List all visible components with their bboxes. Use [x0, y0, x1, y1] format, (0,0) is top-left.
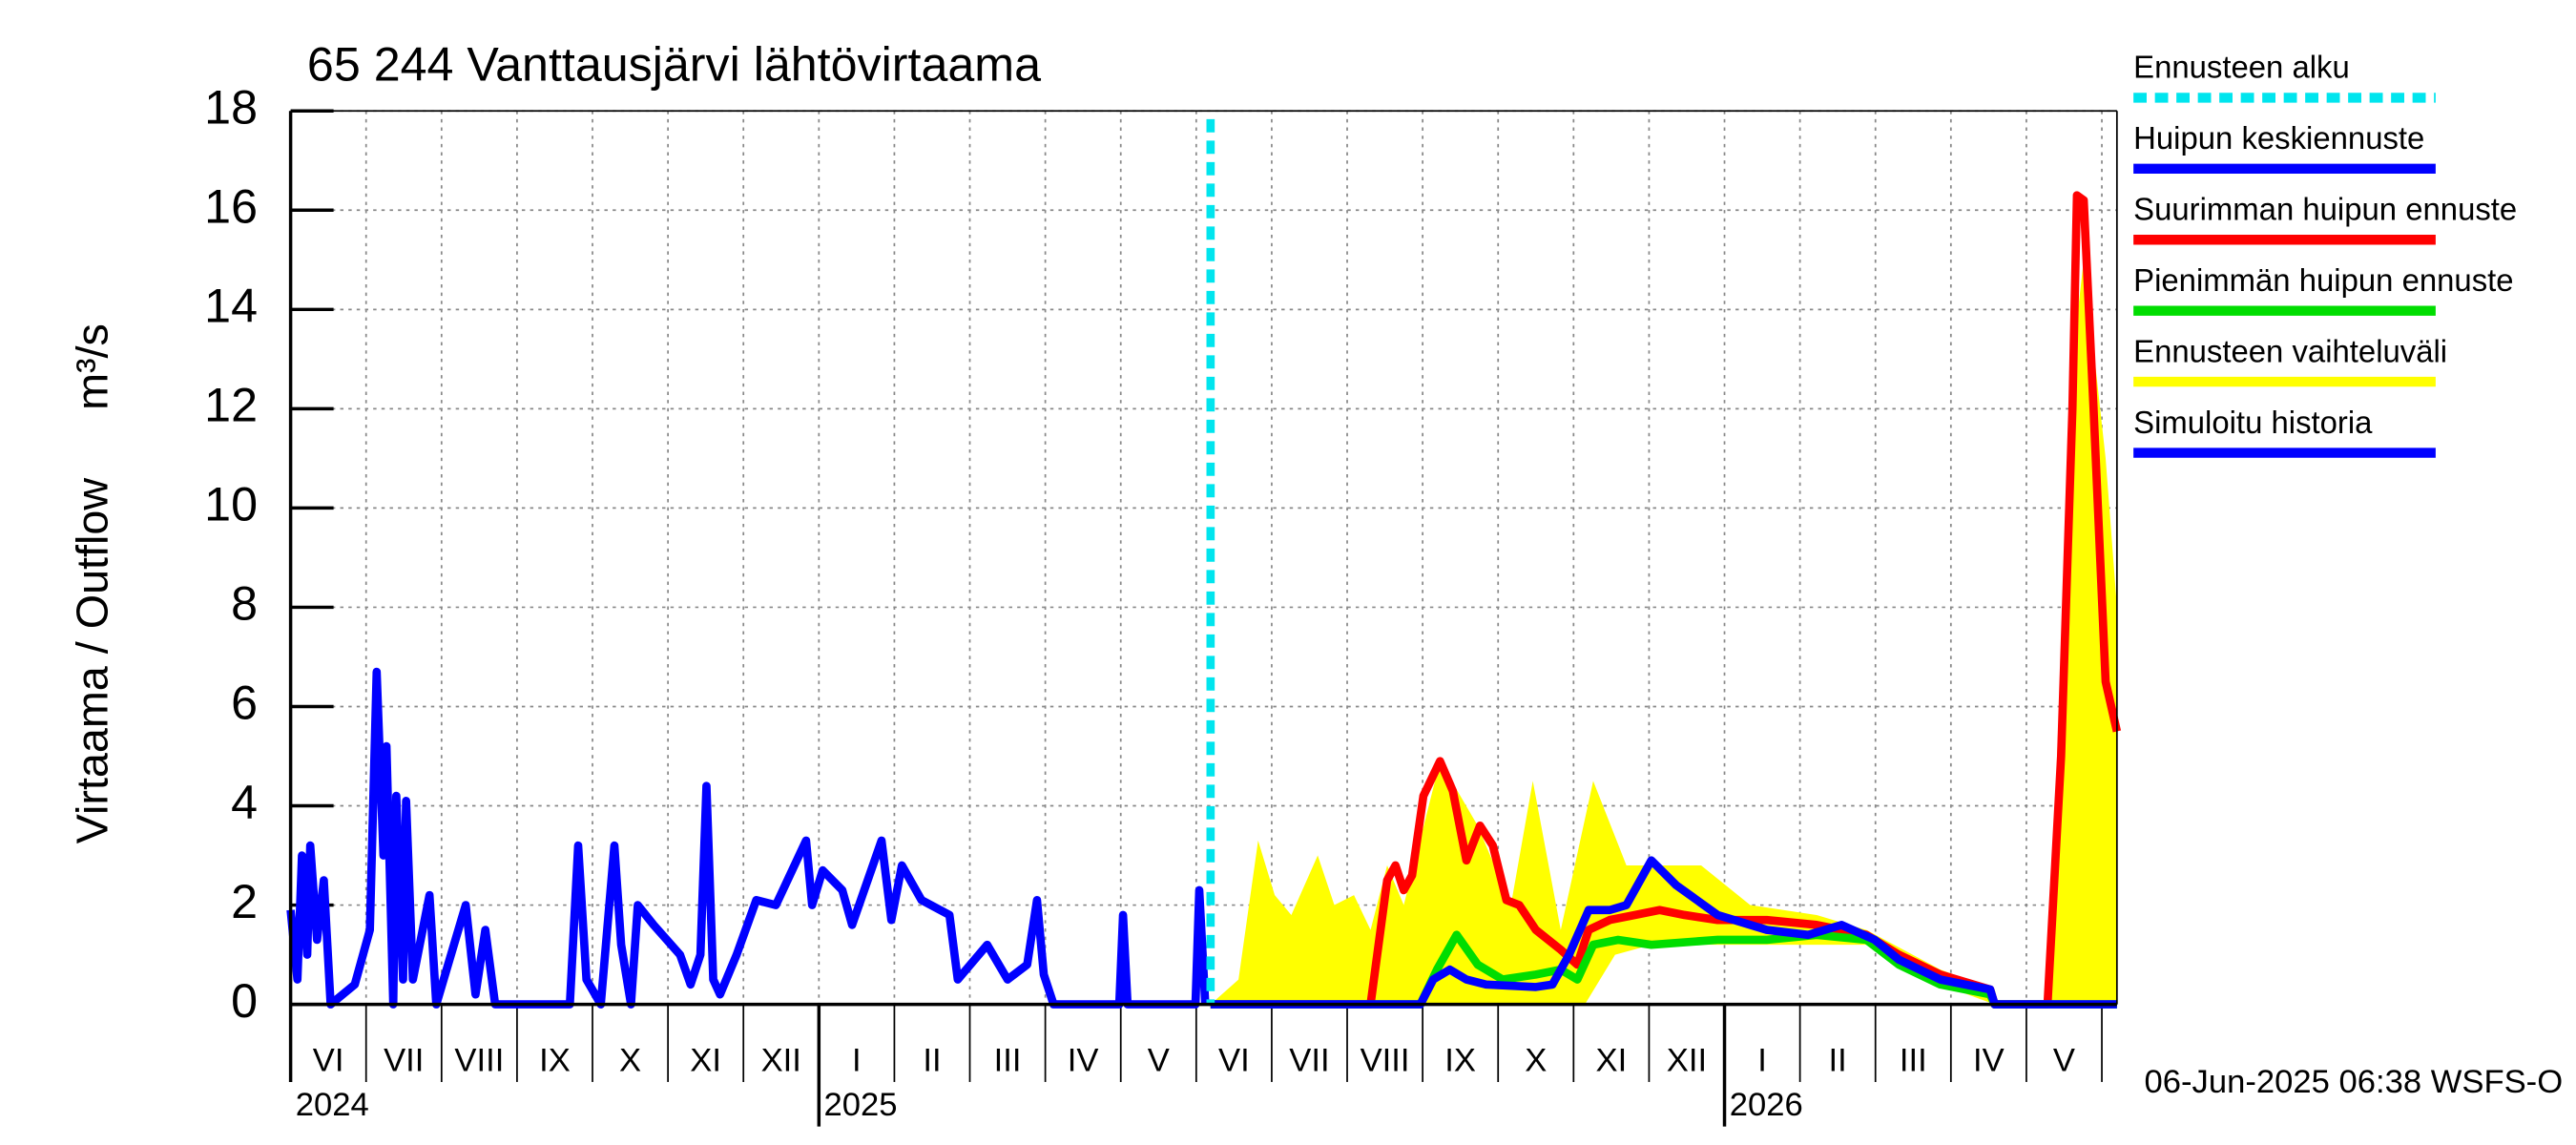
y-tick-label: 6 [231, 677, 258, 730]
series-line [286, 667, 1210, 1009]
timestamp: 06-Jun-2025 06:38 WSFS-O [2145, 1064, 2564, 1100]
month-label: VIII [1361, 1042, 1410, 1078]
month-label: I [1757, 1042, 1767, 1078]
month-label: V [2053, 1042, 2075, 1078]
month-label: VIII [454, 1042, 504, 1078]
month-label: II [923, 1042, 941, 1078]
legend-label: Ennusteen vaihteluväli [2133, 333, 2447, 368]
y-axis-unit: m³/s [68, 323, 117, 410]
y-tick-label: 14 [204, 280, 258, 333]
y-tick-label: 4 [231, 776, 258, 829]
year-label: 2025 [824, 1087, 898, 1123]
year-label: 2024 [296, 1087, 369, 1123]
month-label: XI [690, 1042, 721, 1078]
month-label: XII [761, 1042, 801, 1078]
y-tick-label: 12 [204, 379, 258, 432]
year-label: 2026 [1730, 1087, 1803, 1123]
y-tick-label: 8 [231, 577, 258, 631]
y-tick-label: 18 [204, 81, 258, 135]
legend-label: Simuloitu historia [2133, 405, 2373, 440]
month-label: IX [539, 1042, 571, 1078]
month-label: III [1900, 1042, 1927, 1078]
month-label: X [1525, 1042, 1547, 1078]
legend-label: Pienimmän huipun ennuste [2133, 262, 2513, 298]
legend-label: Suurimman huipun ennuste [2133, 192, 2517, 227]
legend-label: Huipun keskiennuste [2133, 120, 2424, 156]
month-label: VII [384, 1042, 424, 1078]
y-tick-label: 2 [231, 875, 258, 928]
month-label: V [1148, 1042, 1170, 1078]
forecast-band [1210, 260, 2117, 1005]
series-line [1210, 930, 2117, 1009]
month-label: IX [1444, 1042, 1476, 1078]
y-tick-label: 16 [204, 180, 258, 234]
month-label: VII [1289, 1042, 1329, 1078]
month-label: I [852, 1042, 862, 1078]
month-label: X [619, 1042, 641, 1078]
series-line [1210, 856, 2117, 1009]
y-tick-label: 10 [204, 478, 258, 531]
series-line [1210, 191, 2122, 1009]
month-label: XI [1596, 1042, 1628, 1078]
y-axis-label: Virtaama / Outflow [68, 478, 117, 844]
chart-title: 65 244 Vanttausjärvi lähtövirtaama [307, 38, 1041, 92]
legend-label: Ennusteen alku [2133, 50, 2350, 85]
month-label: II [1829, 1042, 1847, 1078]
y-tick-label: 0 [231, 974, 258, 1028]
month-label: VI [1218, 1042, 1250, 1078]
month-label: IV [1973, 1042, 2005, 1078]
month-label: III [994, 1042, 1022, 1078]
month-label: XII [1667, 1042, 1707, 1078]
month-label: IV [1068, 1042, 1099, 1078]
month-label: VI [313, 1042, 344, 1078]
